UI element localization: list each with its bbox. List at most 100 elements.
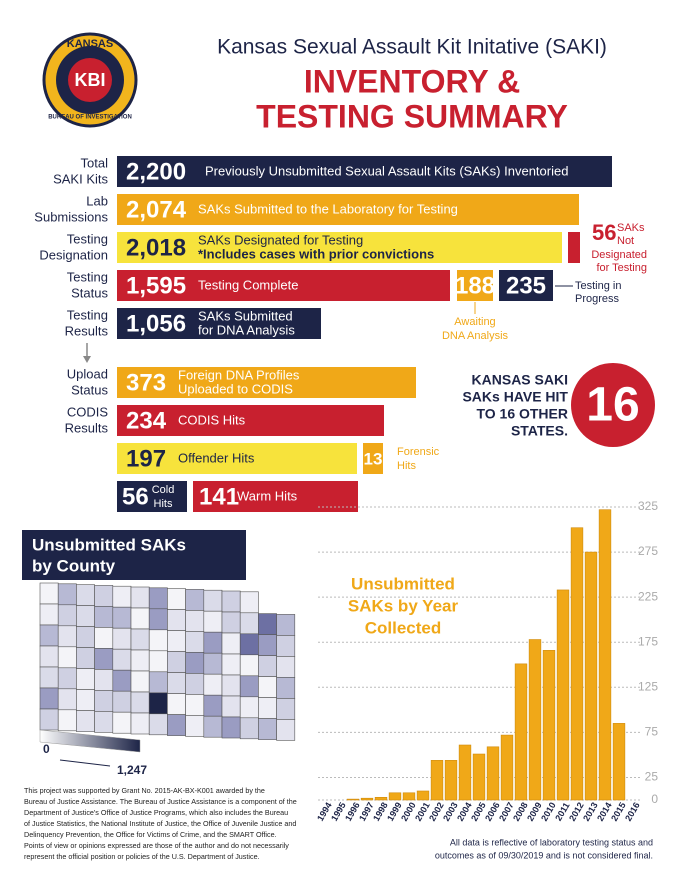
- states-circle: [571, 363, 655, 447]
- county: [112, 669, 132, 692]
- cold-text: Hits: [154, 498, 173, 510]
- county: [39, 687, 59, 710]
- county: [112, 627, 132, 650]
- county: [221, 674, 241, 697]
- county: [276, 698, 296, 720]
- county: [239, 633, 259, 656]
- in-progress-text: Testing in: [575, 280, 621, 292]
- county: [112, 585, 132, 608]
- row-label: Upload: [67, 366, 108, 381]
- county: [39, 666, 59, 689]
- county: [39, 708, 59, 731]
- subtitle: INVENTORY &: [304, 63, 520, 99]
- bar: [402, 792, 416, 801]
- county: [167, 714, 186, 736]
- county: [221, 632, 241, 655]
- not-designated-text: for Testing: [596, 262, 647, 274]
- footnote-line: Bureau of Justice Assistance. The Bureau…: [24, 797, 297, 806]
- county: [276, 635, 296, 657]
- county: [57, 625, 77, 648]
- county: [76, 710, 95, 732]
- bar: [528, 639, 542, 801]
- county-map: [39, 582, 296, 741]
- y-tick-label: 25: [645, 770, 659, 784]
- arrow-head: [83, 356, 91, 363]
- county: [167, 609, 186, 631]
- county: [148, 650, 168, 673]
- logo-top: KANSAS: [67, 38, 113, 50]
- county: [258, 634, 277, 656]
- county: [239, 612, 259, 635]
- not-designated-text: Not: [617, 235, 634, 247]
- y-tick-label: 75: [645, 725, 659, 739]
- county: [148, 713, 168, 736]
- county: [94, 690, 114, 712]
- year-chart: 0 25 75 125 175 225 275 325 Unsubmitted SAKs by Y…: [315, 499, 658, 823]
- county: [203, 610, 223, 633]
- footnote-line: Points of view or opinions expressed are…: [24, 841, 289, 850]
- county: [258, 613, 277, 635]
- county: [167, 693, 186, 715]
- county: [39, 603, 59, 626]
- county: [148, 608, 168, 631]
- row-bar: [117, 156, 612, 187]
- row-text: Offender Hits: [178, 450, 255, 465]
- county: [112, 690, 132, 713]
- county: [239, 675, 259, 698]
- forensic-text: Hits: [397, 460, 416, 472]
- county: [57, 646, 77, 669]
- states-text: SAKs HAVE HIT: [462, 389, 568, 405]
- county: [94, 711, 114, 733]
- row-label: Status: [71, 382, 108, 397]
- row-value: 2,200: [126, 158, 186, 185]
- awaiting-bar: [457, 270, 493, 301]
- bar: [500, 734, 514, 801]
- county: [276, 719, 296, 741]
- bar: [584, 551, 598, 801]
- chart-title: Collected: [365, 618, 442, 637]
- county: [185, 715, 205, 737]
- logo-bottom: BUREAU OF INVESTIGATION: [48, 115, 132, 121]
- bar: [416, 790, 430, 801]
- county: [221, 716, 241, 739]
- in-progress-bar: [499, 270, 553, 301]
- county: [130, 586, 150, 609]
- county: [39, 582, 59, 605]
- row-label: Designation: [39, 247, 108, 262]
- not-designated-value: 56: [592, 220, 616, 245]
- county: [94, 585, 114, 607]
- county: [239, 717, 259, 740]
- bar: [444, 760, 458, 801]
- awaiting-text: DNA Analysis: [442, 330, 509, 342]
- county: [94, 669, 114, 691]
- row-text: *Includes cases with prior convictions: [198, 246, 434, 261]
- y-tick-label: 275: [638, 544, 658, 558]
- bar: [612, 723, 626, 801]
- bar: [374, 796, 388, 801]
- bar: [542, 650, 556, 801]
- county: [148, 629, 168, 652]
- county: [130, 670, 150, 693]
- row-value: 1,595: [126, 272, 186, 299]
- county: [221, 695, 241, 718]
- map-legend-min: 0: [43, 742, 50, 756]
- row-value: 234: [126, 407, 167, 434]
- county: [185, 694, 205, 716]
- row-label: Testing: [67, 269, 108, 284]
- row-value: 2,074: [126, 196, 187, 223]
- county: [148, 692, 168, 715]
- states-text: TO 16 OTHER: [476, 406, 568, 422]
- county: [167, 588, 186, 610]
- bar: [388, 792, 402, 801]
- row-label: Submissions: [34, 209, 108, 224]
- county: [258, 697, 277, 719]
- states-value: 16: [586, 379, 639, 432]
- y-tick-label: 325: [638, 499, 658, 513]
- bar: [598, 509, 612, 801]
- row-text: for DNA Analysis: [198, 322, 295, 337]
- footnote-line: of Justice Statistics, the National Inst…: [24, 819, 296, 828]
- y-tick-label: 225: [638, 589, 658, 603]
- county: [185, 652, 205, 674]
- y-tick-label: 175: [638, 634, 658, 648]
- footnote-line: represent the official position or polic…: [24, 852, 260, 861]
